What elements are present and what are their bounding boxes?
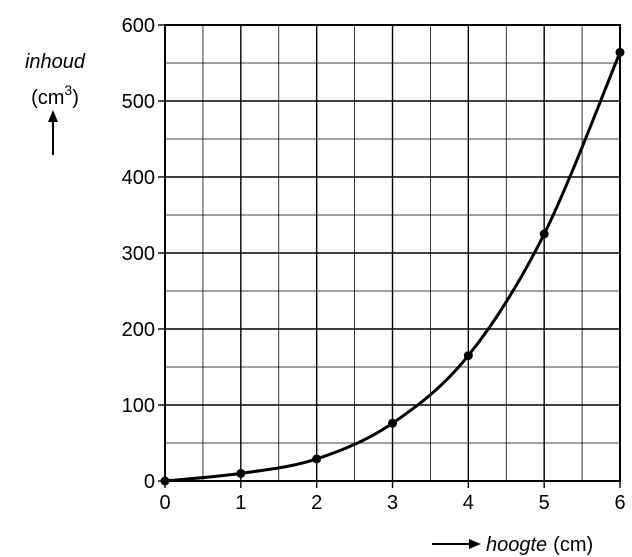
- x-axis-label: hoogte (cm): [486, 534, 593, 556]
- y-tick-label: 100: [122, 395, 155, 417]
- data-point: [388, 418, 397, 428]
- data-point: [463, 351, 473, 361]
- y-tick-label: 400: [122, 167, 155, 189]
- x-tick-label: 0: [159, 492, 170, 514]
- y-axis-label-unit: (cm3): [31, 82, 79, 109]
- series-curve: [164, 51, 622, 483]
- y-tick-label: 300: [122, 243, 155, 265]
- x-tick-label: 1: [235, 492, 246, 514]
- y-tick-label: 600: [122, 15, 155, 37]
- major-grid: [164, 24, 621, 482]
- data-point: [160, 476, 170, 486]
- data-points: [160, 47, 625, 486]
- y-tick-labels: 0 100 200 300 400 500 600: [122, 15, 165, 493]
- y-axis-label-name: inhoud: [25, 51, 86, 73]
- data-point: [615, 47, 625, 57]
- y-tick-label: 200: [122, 319, 155, 341]
- x-tick-label: 4: [463, 492, 474, 514]
- x-axis-arrow: [432, 539, 481, 549]
- y-axis-arrow: [48, 110, 58, 155]
- x-tick-label: 6: [614, 492, 625, 514]
- y-tick-label: 500: [122, 91, 155, 113]
- x-tick-label: 3: [387, 492, 398, 514]
- x-tick-labels: 0 1 2 3 4 5 6: [159, 481, 626, 514]
- data-point: [312, 454, 322, 464]
- x-tick-label: 2: [311, 492, 322, 514]
- data-point: [236, 468, 246, 478]
- x-tick-label: 5: [539, 492, 550, 514]
- data-point: [539, 229, 549, 239]
- y-tick-label: 0: [144, 471, 155, 493]
